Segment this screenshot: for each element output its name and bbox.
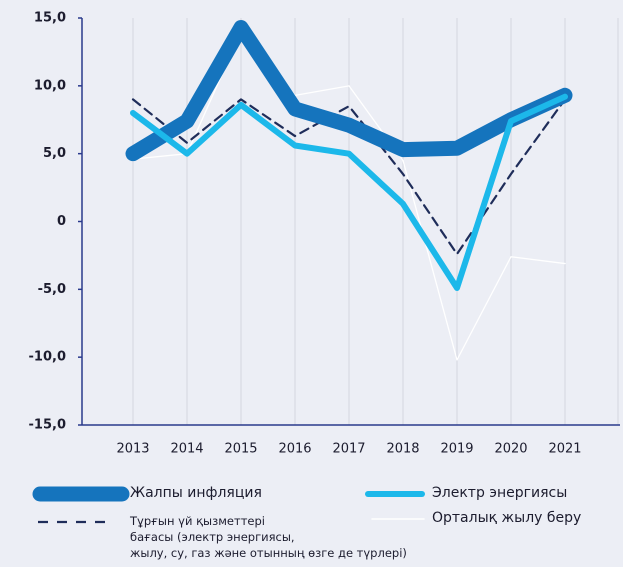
x-tick-label: 2017	[332, 442, 365, 457]
series-line	[131, 98, 567, 256]
series-line	[125, 19, 573, 162]
y-tick-label: -15,0	[29, 418, 66, 433]
y-tick-label: -10,0	[29, 350, 66, 365]
series-line	[130, 93, 568, 291]
y-tick-label: 5,0	[43, 146, 66, 161]
y-tick-label: 10,0	[34, 78, 66, 93]
legend-label: Тұрғын үй қызметтері бағасы (электр энер…	[130, 514, 407, 560]
x-tick-label: 2018	[386, 442, 419, 457]
y-tick-label: 15,0	[34, 11, 66, 26]
x-tick-label: 2019	[440, 442, 473, 457]
legend-label: Электр энергиясы	[432, 485, 568, 501]
x-tick-label: 2020	[494, 442, 527, 457]
y-tick-label: -5,0	[38, 282, 66, 297]
legend-label: Жалпы инфляция	[130, 485, 262, 501]
legend-label: Орталық жылу беру	[432, 510, 582, 526]
series-line	[132, 30, 566, 361]
x-tick-label: 2014	[170, 442, 203, 457]
x-tick-label: 2016	[278, 442, 311, 457]
x-tick-label: 2015	[224, 442, 257, 457]
y-tick-label: 0	[57, 214, 66, 229]
x-tick-label: 2021	[548, 442, 581, 457]
x-tick-label: 2013	[116, 442, 149, 457]
